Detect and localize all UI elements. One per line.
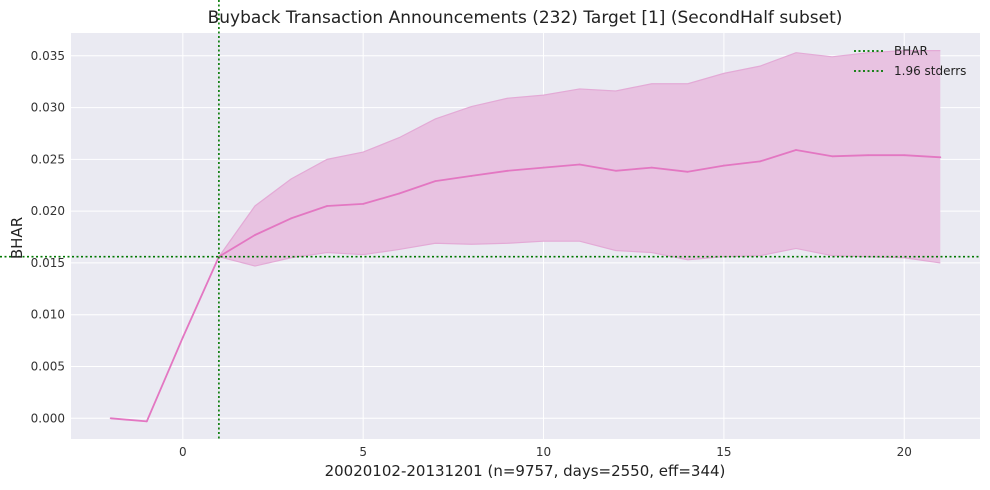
y-tick-label: 0.025 <box>31 152 65 166</box>
x-tick-label: 20 <box>897 445 912 459</box>
x-axis-ticks: 0 5 10 15 20 <box>179 445 912 459</box>
y-axis-ticks: 0.000 0.005 0.010 0.015 0.020 0.025 0.030 0.035 <box>31 49 65 425</box>
data-point <box>614 169 617 172</box>
y-tick-label: 0.030 <box>31 101 65 115</box>
x-tick-label: 15 <box>716 445 731 459</box>
confidence-band <box>218 50 941 267</box>
series-line-layer <box>109 149 942 423</box>
data-point <box>254 234 256 236</box>
chart-title: Buyback Transaction Announcements (232) … <box>208 8 843 28</box>
y-tick-label: 0.020 <box>31 204 65 218</box>
data-point <box>434 180 437 183</box>
data-point <box>109 417 112 420</box>
x-tick-label: 10 <box>536 445 551 459</box>
band-lower-edge <box>218 240 941 267</box>
y-tick-label: 0.000 <box>31 411 65 425</box>
data-point <box>181 336 184 339</box>
data-point <box>759 160 761 163</box>
y-tick-label: 0.010 <box>31 308 65 322</box>
x-tick-label: 5 <box>359 445 367 459</box>
data-point <box>145 420 148 423</box>
data-point <box>326 205 329 207</box>
confidence-band-area <box>218 50 941 266</box>
data-point <box>795 149 797 151</box>
data-point <box>578 163 581 166</box>
legend: BHAR 1.96 stderrs <box>854 44 966 78</box>
data-point <box>939 156 942 159</box>
legend-label: BHAR <box>894 44 928 58</box>
x-tick-label: 0 <box>179 445 187 459</box>
y-tick-label: 0.035 <box>31 49 65 63</box>
y-tick-label: 0.005 <box>31 360 65 374</box>
data-point <box>686 170 689 173</box>
band-upper-edge <box>218 50 941 258</box>
data-point <box>867 154 870 157</box>
legend-label: 1.96 stderrs <box>894 64 966 78</box>
data-point <box>398 192 401 195</box>
data-point <box>542 166 545 169</box>
bhar-series-line <box>110 149 941 423</box>
data-point <box>831 155 834 158</box>
data-point <box>506 169 509 172</box>
data-point <box>903 154 906 157</box>
data-point <box>362 202 365 205</box>
data-point <box>290 217 292 220</box>
x-axis-label: 20020102-20131201 (n=9757, days=2550, ef… <box>325 462 726 480</box>
data-point <box>470 175 473 177</box>
reference-lines <box>0 0 980 439</box>
y-tick-label: 0.015 <box>31 256 65 270</box>
y-axis-label: BHAR <box>8 217 26 259</box>
data-point <box>650 166 653 169</box>
data-point <box>722 164 725 167</box>
